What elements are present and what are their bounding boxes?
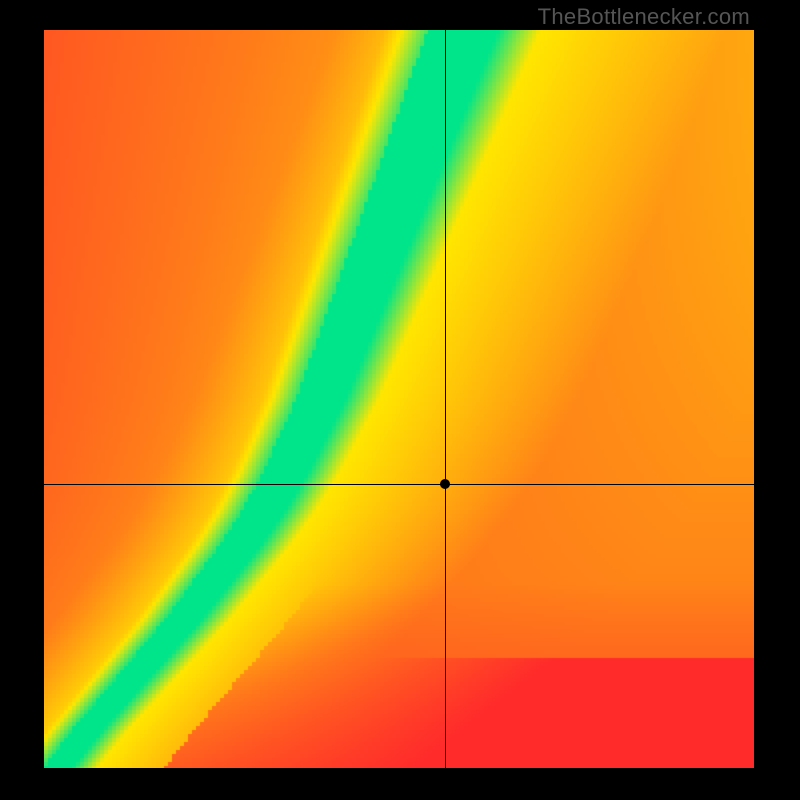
crosshair-vertical <box>445 30 446 768</box>
watermark-text: TheBottlenecker.com <box>538 4 750 30</box>
chart-frame <box>44 30 754 768</box>
crosshair-horizontal <box>44 484 754 485</box>
heatmap-canvas <box>44 30 754 768</box>
crosshair-marker <box>440 479 450 489</box>
